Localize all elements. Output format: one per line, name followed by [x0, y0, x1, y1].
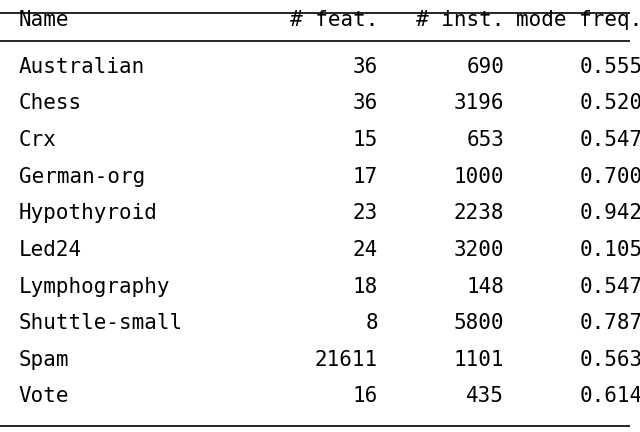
Text: Australian: Australian: [19, 57, 145, 77]
Text: 0.547: 0.547: [580, 276, 640, 296]
Text: 0.614: 0.614: [580, 386, 640, 407]
Text: 36: 36: [353, 57, 378, 77]
Text: 690: 690: [466, 57, 504, 77]
Text: # inst.: # inst.: [416, 10, 504, 30]
Text: mode freq.: mode freq.: [516, 10, 640, 30]
Text: 0.105: 0.105: [580, 240, 640, 260]
Text: 24: 24: [353, 240, 378, 260]
Text: 15: 15: [353, 130, 378, 150]
Text: 1101: 1101: [454, 350, 504, 370]
Text: # feat.: # feat.: [290, 10, 378, 30]
Text: 0.520: 0.520: [580, 93, 640, 114]
Text: 16: 16: [353, 386, 378, 407]
Text: 17: 17: [353, 167, 378, 187]
Text: Vote: Vote: [19, 386, 69, 407]
Text: 18: 18: [353, 276, 378, 296]
Text: 3200: 3200: [454, 240, 504, 260]
Text: 23: 23: [353, 203, 378, 223]
Text: 1000: 1000: [454, 167, 504, 187]
Text: 5800: 5800: [454, 313, 504, 333]
Text: 0.700: 0.700: [580, 167, 640, 187]
Text: Spam: Spam: [19, 350, 69, 370]
Text: 2238: 2238: [454, 203, 504, 223]
Text: 435: 435: [466, 386, 504, 407]
Text: 0.547: 0.547: [580, 130, 640, 150]
Text: Led24: Led24: [19, 240, 82, 260]
Text: 0.563: 0.563: [580, 350, 640, 370]
Text: Crx: Crx: [19, 130, 57, 150]
Text: 653: 653: [466, 130, 504, 150]
Text: Shuttle-small: Shuttle-small: [19, 313, 183, 333]
Text: 0.555: 0.555: [580, 57, 640, 77]
Text: 36: 36: [353, 93, 378, 114]
Text: 3196: 3196: [454, 93, 504, 114]
Text: Name: Name: [19, 10, 69, 30]
Text: German-org: German-org: [19, 167, 145, 187]
Text: 8: 8: [365, 313, 378, 333]
Text: 0.942: 0.942: [580, 203, 640, 223]
Text: 148: 148: [466, 276, 504, 296]
Text: 0.787: 0.787: [580, 313, 640, 333]
Text: Lymphography: Lymphography: [19, 276, 170, 296]
Text: Hypothyroid: Hypothyroid: [19, 203, 158, 223]
Text: 21611: 21611: [315, 350, 378, 370]
Text: Chess: Chess: [19, 93, 82, 114]
